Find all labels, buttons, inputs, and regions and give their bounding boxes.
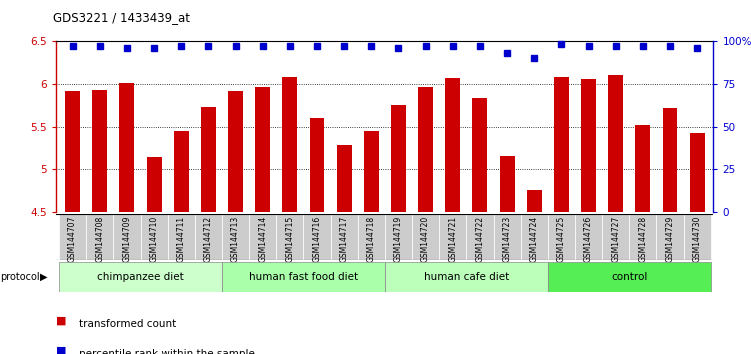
Bar: [276, 214, 303, 260]
Bar: [363, 131, 379, 212]
Bar: [59, 262, 222, 292]
Bar: [662, 108, 677, 212]
Text: GSM144709: GSM144709: [122, 216, 131, 262]
Bar: [195, 214, 222, 260]
Text: GSM144710: GSM144710: [149, 216, 158, 262]
Bar: [391, 105, 406, 212]
Text: ▶: ▶: [40, 272, 47, 282]
Bar: [439, 214, 466, 260]
Bar: [520, 214, 547, 260]
Text: GSM144711: GSM144711: [176, 216, 185, 262]
Bar: [526, 190, 541, 212]
Bar: [635, 125, 650, 212]
Bar: [385, 214, 412, 260]
Text: GSM144716: GSM144716: [312, 216, 321, 262]
Bar: [309, 118, 324, 212]
Text: GSM144729: GSM144729: [665, 216, 674, 262]
Text: GSM144728: GSM144728: [638, 216, 647, 262]
Bar: [445, 79, 460, 212]
Bar: [683, 214, 710, 260]
Bar: [608, 75, 623, 212]
Text: percentile rank within the sample: percentile rank within the sample: [79, 349, 255, 354]
Bar: [385, 262, 547, 292]
Bar: [113, 214, 140, 260]
Bar: [222, 262, 385, 292]
Text: GSM144715: GSM144715: [285, 216, 294, 262]
Bar: [173, 131, 189, 212]
Text: ■: ■: [56, 346, 67, 354]
Bar: [92, 90, 107, 212]
Bar: [65, 91, 80, 212]
Text: GSM144727: GSM144727: [611, 216, 620, 262]
Bar: [303, 214, 330, 260]
Bar: [59, 214, 86, 260]
Text: GSM144717: GSM144717: [339, 216, 348, 262]
Bar: [249, 214, 276, 260]
Bar: [255, 87, 270, 212]
Bar: [547, 214, 575, 260]
Bar: [602, 214, 629, 260]
Text: GSM144707: GSM144707: [68, 216, 77, 262]
Bar: [547, 262, 710, 292]
Bar: [222, 214, 249, 260]
Text: human fast food diet: human fast food diet: [249, 272, 358, 282]
Bar: [330, 214, 357, 260]
Text: control: control: [611, 272, 647, 282]
Bar: [629, 214, 656, 260]
Bar: [493, 214, 520, 260]
Bar: [336, 145, 351, 212]
Bar: [412, 214, 439, 260]
Bar: [581, 79, 596, 212]
Bar: [466, 214, 493, 260]
Text: human cafe diet: human cafe diet: [424, 272, 509, 282]
Text: GSM144720: GSM144720: [421, 216, 430, 262]
Bar: [472, 98, 487, 212]
Text: GSM144725: GSM144725: [557, 216, 566, 262]
Text: GSM144708: GSM144708: [95, 216, 104, 262]
Text: GSM144713: GSM144713: [231, 216, 240, 262]
Text: GSM144714: GSM144714: [258, 216, 267, 262]
Text: GSM144724: GSM144724: [529, 216, 538, 262]
Bar: [499, 156, 514, 212]
Text: GSM144723: GSM144723: [502, 216, 511, 262]
Text: GSM144719: GSM144719: [394, 216, 403, 262]
Bar: [201, 107, 216, 212]
Text: GSM144730: GSM144730: [692, 216, 701, 262]
Bar: [86, 214, 113, 260]
Text: GSM144718: GSM144718: [366, 216, 376, 262]
Bar: [146, 156, 161, 212]
Bar: [418, 87, 433, 212]
Text: GDS3221 / 1433439_at: GDS3221 / 1433439_at: [53, 11, 189, 24]
Bar: [140, 214, 167, 260]
Text: protocol: protocol: [0, 272, 40, 282]
Text: ■: ■: [56, 315, 67, 325]
Bar: [357, 214, 385, 260]
Bar: [656, 214, 683, 260]
Text: transformed count: transformed count: [79, 319, 176, 329]
Bar: [554, 77, 569, 212]
Text: GSM144726: GSM144726: [584, 216, 593, 262]
Text: GSM144712: GSM144712: [204, 216, 213, 262]
Text: GSM144722: GSM144722: [475, 216, 484, 262]
Text: GSM144721: GSM144721: [448, 216, 457, 262]
Bar: [575, 214, 602, 260]
Bar: [167, 214, 195, 260]
Bar: [119, 83, 134, 212]
Bar: [282, 77, 297, 212]
Bar: [228, 91, 243, 212]
Bar: [689, 133, 704, 212]
Text: chimpanzee diet: chimpanzee diet: [97, 272, 184, 282]
